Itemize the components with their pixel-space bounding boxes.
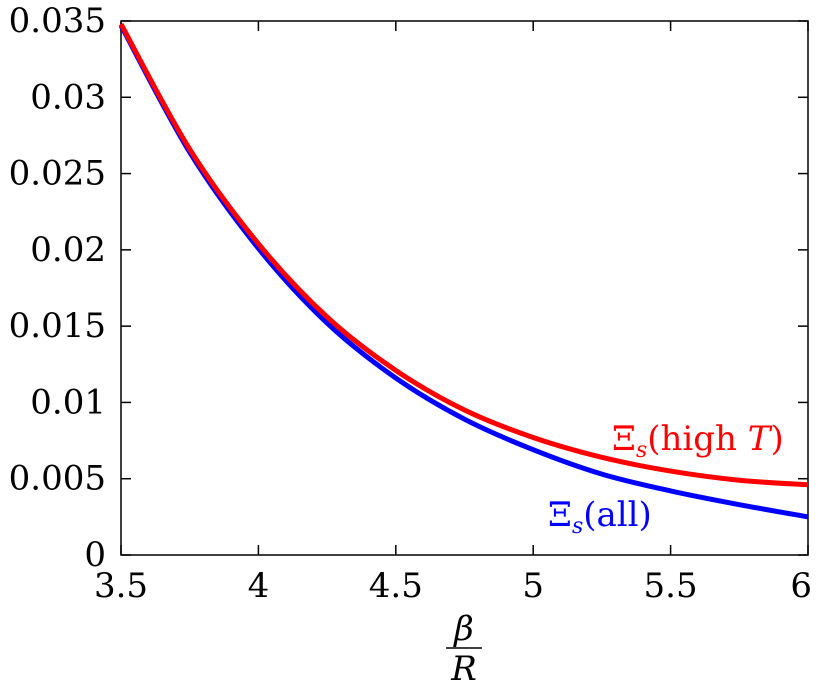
label-variable: T [748,419,773,459]
y-tick-label: 0.005 [9,459,106,499]
axis-ticks [120,20,809,556]
y-tick-label: 0.01 [30,382,106,422]
x-axis-label-denominator: R [450,649,477,688]
series-label-all: Ξs(all) [548,495,652,539]
series-label-all-text: Ξs(all) [548,495,652,539]
x-tick-label: 3.5 [94,566,148,606]
label-suffix: ) [770,419,783,459]
x-tick-label: 4.5 [369,566,423,606]
x-tick-labels: 3.5 4 4.5 5 5.5 6 [94,566,812,606]
x-tick-label: 6 [790,566,812,606]
x-axis-label: β R [446,609,482,688]
series-line-high-t [118,22,809,488]
series-lines [118,22,809,520]
series-label-high-t-text: Ξs(high T) [612,419,784,463]
label-subscript: s [572,514,583,539]
y-tick-label: 0.025 [9,154,106,194]
label-prefix: (high [647,419,748,459]
label-xi-symbol: Ξ [612,419,636,459]
x-tick-label: 4 [248,566,270,606]
x-axis-label-numerator: β [452,609,474,649]
y-tick-label: 0.015 [9,306,106,346]
label-subscript: s [636,438,647,463]
y-tick-labels: 0 0.005 0.01 0.015 0.02 0.025 0.03 0.035 [9,1,106,575]
y-tick-label: 0.02 [30,230,106,270]
label-prefix: (all) [583,495,652,535]
y-tick-label: 0.03 [30,77,106,117]
x-tick-label: 5.5 [644,566,698,606]
x-tick-label: 5 [522,566,544,606]
y-tick-label: 0 [84,535,106,575]
series-label-high-t: Ξs(high T) [612,419,784,463]
y-tick-label: 0.035 [9,1,106,41]
plot-frame [120,20,809,556]
plot-axes [120,20,809,556]
label-xi-symbol: Ξ [548,495,572,535]
